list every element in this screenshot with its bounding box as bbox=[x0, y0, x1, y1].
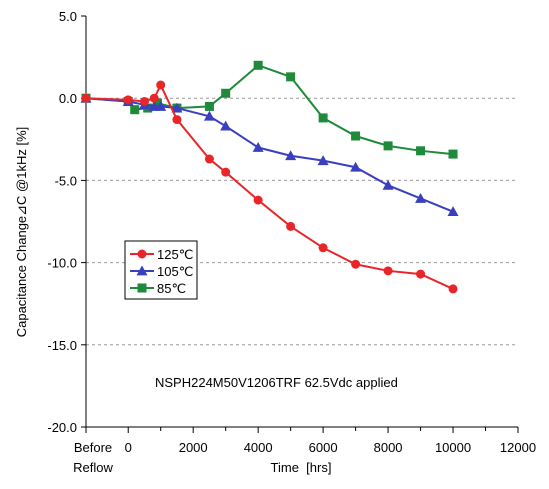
y-tick-label: -20.0 bbox=[47, 420, 77, 435]
chart-annotation: NSPH224M50V1206TRF 62.5Vdc applied bbox=[155, 375, 398, 390]
data-point bbox=[156, 80, 166, 90]
y-tick-label: 0.0 bbox=[59, 91, 77, 106]
x-axis-title: Time [hrs] bbox=[271, 460, 332, 475]
x-tick-label: 4000 bbox=[244, 440, 273, 455]
data-point bbox=[318, 113, 328, 123]
data-point bbox=[318, 243, 328, 253]
series-triangle bbox=[80, 92, 459, 217]
x-tick-label: 6000 bbox=[309, 440, 338, 455]
data-point bbox=[447, 206, 459, 217]
data-point bbox=[221, 88, 231, 98]
y-tick-label: 5.0 bbox=[59, 9, 77, 24]
data-point bbox=[286, 221, 296, 231]
legend-entry-label: 105℃ bbox=[157, 264, 193, 279]
data-point bbox=[253, 195, 263, 205]
data-point bbox=[221, 167, 231, 177]
x-tick-label-reflow: Reflow bbox=[73, 460, 113, 475]
data-point bbox=[171, 102, 183, 113]
data-point bbox=[152, 98, 162, 108]
data-point bbox=[383, 266, 393, 276]
y-tick-label: -15.0 bbox=[47, 338, 77, 353]
data-point bbox=[286, 72, 296, 82]
x-tick-label: 0 bbox=[125, 440, 132, 455]
data-point bbox=[351, 131, 361, 141]
data-point bbox=[383, 141, 393, 151]
grid-layer bbox=[86, 97, 518, 346]
data-point bbox=[382, 179, 394, 190]
data-point bbox=[448, 149, 458, 159]
data-point bbox=[172, 115, 182, 125]
data-point bbox=[415, 192, 427, 203]
data-point bbox=[137, 249, 147, 259]
x-tick-label-before: Before bbox=[74, 440, 112, 455]
data-point bbox=[136, 265, 148, 276]
data-point bbox=[204, 101, 214, 111]
x-tick-label: 2000 bbox=[179, 440, 208, 455]
x-tick-label: 8000 bbox=[374, 440, 403, 455]
data-point bbox=[317, 155, 329, 166]
series-square bbox=[81, 60, 458, 159]
x-tick-label: 12000 bbox=[500, 440, 536, 455]
x-tick-label: 10000 bbox=[435, 440, 471, 455]
series-line bbox=[85, 64, 454, 156]
data-point bbox=[253, 60, 263, 70]
data-point bbox=[285, 150, 297, 161]
data-point bbox=[350, 161, 362, 172]
data-point bbox=[204, 154, 214, 164]
data-point bbox=[416, 146, 426, 156]
data-point bbox=[149, 93, 159, 103]
data-point bbox=[130, 105, 140, 115]
legend: 125℃ 105℃ 85℃ bbox=[124, 240, 198, 300]
data-point bbox=[139, 96, 149, 106]
data-point bbox=[137, 283, 147, 293]
data-point bbox=[81, 93, 91, 103]
series-line bbox=[85, 97, 454, 213]
data-point bbox=[351, 259, 361, 269]
legend-entry-label: 85℃ bbox=[157, 281, 186, 296]
y-axis-title: Capacitance Change⊿C @1kHz [%] bbox=[14, 127, 29, 338]
data-point bbox=[203, 110, 215, 121]
series-circle bbox=[81, 80, 458, 294]
y-tick-label: -5.0 bbox=[55, 173, 77, 188]
series-layer bbox=[80, 60, 459, 294]
axis-layer: 5.0 0.0 -5.0 -10.0 -15.0 -20.0 0 2000 4000 6000 80… bbox=[47, 9, 536, 475]
y-tick-label: -10.0 bbox=[47, 256, 77, 271]
data-point bbox=[220, 120, 232, 131]
data-point bbox=[252, 142, 264, 152]
legend-entry-label: 125℃ bbox=[157, 247, 193, 262]
data-point bbox=[416, 269, 426, 279]
data-point bbox=[448, 284, 458, 294]
data-point bbox=[123, 95, 133, 105]
data-point bbox=[155, 100, 167, 111]
